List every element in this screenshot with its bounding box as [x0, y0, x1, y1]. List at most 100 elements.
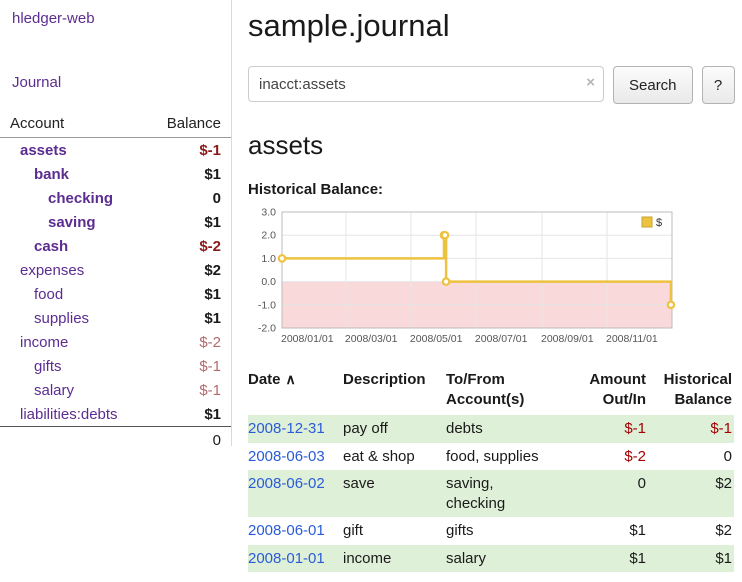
account-balance: $1 [204, 309, 221, 327]
account-balance: $-1 [199, 381, 221, 399]
svg-text:1.0: 1.0 [261, 253, 276, 265]
accounts-table: Account Balance assets $-1 bank $1 check… [0, 112, 231, 453]
sidebar: hledger-web Journal Account Balance asse… [0, 0, 232, 453]
app-title-link[interactable]: hledger-web [12, 10, 95, 27]
transaction-date-link[interactable]: 2008-06-02 [248, 475, 325, 492]
chart-title: Historical Balance: [248, 181, 384, 198]
svg-text:2008/05/01: 2008/05/01 [410, 333, 463, 345]
svg-text:2008/09/01: 2008/09/01 [541, 333, 594, 345]
transaction-amount: 0 [637, 475, 646, 492]
register-header-description: Description [343, 371, 426, 388]
transaction-accounts: gifts [446, 522, 474, 539]
register-header-accounts: To/From Account(s) [446, 371, 525, 408]
accounts-table-body: assets $-1 bank $1 checking 0 saving $1 … [0, 138, 231, 427]
register-header-date-label: Date [248, 371, 281, 388]
account-link[interactable]: saving [48, 213, 96, 231]
transaction-date-link[interactable]: 2008-12-31 [248, 420, 325, 437]
account-balance: $-1 [199, 141, 221, 159]
account-link[interactable]: income [20, 333, 69, 351]
account-link[interactable]: expenses [20, 261, 85, 279]
svg-text:2008/07/01: 2008/07/01 [475, 333, 528, 345]
register-table-body: 2008-12-31 pay off debts $-1 $-1 2008-06… [248, 415, 734, 572]
transaction-accounts: salary [446, 549, 487, 567]
account-row: cash $-2 [0, 234, 231, 258]
account-row: bank $1 [0, 162, 231, 186]
sort-ascending-icon: ∧ [285, 371, 296, 387]
account-balance: $-1 [199, 357, 221, 375]
accounts-header-account: Account [0, 112, 142, 138]
account-row: saving $1 [0, 210, 231, 234]
register-header-date[interactable]: Date ∧ [248, 370, 343, 415]
account-balance: 0 [212, 189, 221, 207]
sidebar-item-journal[interactable]: Journal [12, 74, 62, 91]
account-link[interactable]: food [34, 285, 64, 303]
search-button[interactable]: Search [613, 66, 693, 104]
register-table: Date ∧ Description To/From Account(s) Amo… [248, 370, 734, 572]
transaction-balance: $-1 [710, 420, 732, 437]
account-row: liabilities:debts $1 [0, 402, 231, 427]
account-row: supplies $1 [0, 306, 231, 330]
search-input[interactable] [248, 66, 604, 102]
transaction-date-cell: 2008-06-01 [248, 517, 343, 545]
register-header-row: Date ∧ Description To/From Account(s) Amo… [248, 370, 734, 415]
account-row: income $-2 [0, 330, 231, 354]
account-balance: $1 [204, 165, 221, 183]
account-balance: $1 [204, 213, 221, 231]
transaction-date-cell: 2008-06-03 [248, 443, 343, 471]
transaction-description: pay off [343, 420, 388, 437]
account-link[interactable]: assets [20, 141, 67, 159]
account-balance: $1 [204, 285, 221, 303]
account-link[interactable]: supplies [34, 309, 90, 327]
account-row: assets $-1 [0, 138, 231, 163]
balance-chart-svg: 3.0 2.0 1.0 0.0 -1.0 -2.0 2008/01/01 2008/03/01… [258, 207, 676, 345]
svg-text:2.0: 2.0 [261, 230, 276, 242]
account-name-cell: cash [0, 234, 142, 258]
account-name-cell: income [0, 330, 142, 354]
svg-text:2008/11/01: 2008/11/01 [606, 333, 658, 345]
transaction-date-link[interactable]: 2008-01-01 [248, 549, 325, 567]
transaction-date-link[interactable]: 2008-06-01 [248, 522, 325, 539]
account-link[interactable]: checking [48, 189, 114, 207]
transaction-amount: $1 [629, 549, 646, 567]
svg-text:-2.0: -2.0 [258, 323, 276, 335]
account-link[interactable]: bank [34, 165, 70, 183]
help-button[interactable]: ? [701, 66, 735, 104]
account-row: food $1 [0, 282, 231, 306]
accounts-total-spacer [0, 426, 142, 453]
transaction-date-cell: 2008-01-01 [248, 545, 343, 573]
register-row: 2008-06-03 eat & shop food, supplies $-2… [248, 443, 734, 471]
account-heading: assets [248, 130, 324, 160]
transaction-accounts: food, supplies [446, 447, 539, 465]
transaction-description: eat & shop [343, 447, 415, 465]
account-name-cell: gifts [0, 354, 142, 378]
account-link[interactable]: gifts [34, 357, 62, 375]
account-link[interactable]: liabilities:debts [20, 405, 118, 423]
account-link[interactable]: salary [34, 381, 75, 399]
account-name-cell: bank [0, 162, 142, 186]
account-link[interactable]: cash [34, 237, 69, 255]
account-row: checking 0 [0, 186, 231, 210]
account-balance: $1 [204, 405, 221, 423]
register-row: 2008-01-01 income salary $1 $1 [248, 544, 734, 573]
transaction-balance: $2 [715, 475, 732, 492]
transaction-description: income [343, 549, 392, 567]
page-title: sample.journal [248, 8, 450, 43]
transaction-accounts: saving, checking [446, 475, 506, 512]
account-name-cell: saving [0, 210, 142, 234]
register-row: 2008-12-31 pay off debts $-1 $-1 [248, 415, 734, 443]
transaction-date-cell: 2008-12-31 [248, 415, 343, 443]
svg-text:3.0: 3.0 [261, 207, 276, 219]
transaction-date-link[interactable]: 2008-06-03 [248, 447, 325, 465]
transaction-date-cell: 2008-06-02 [248, 470, 343, 517]
account-name-cell: food [0, 282, 142, 306]
account-name-cell: supplies [0, 306, 142, 330]
account-name-cell: expenses [0, 258, 142, 282]
svg-text:$: $ [656, 217, 662, 229]
transaction-description: gift [343, 522, 364, 539]
account-row: expenses $2 [0, 258, 231, 282]
transaction-description: save [343, 475, 375, 492]
accounts-total-row: 0 [0, 426, 231, 453]
search-form: × Search ? [248, 66, 735, 104]
account-name-cell: assets [0, 138, 142, 163]
clear-search-icon[interactable]: × [586, 74, 595, 91]
